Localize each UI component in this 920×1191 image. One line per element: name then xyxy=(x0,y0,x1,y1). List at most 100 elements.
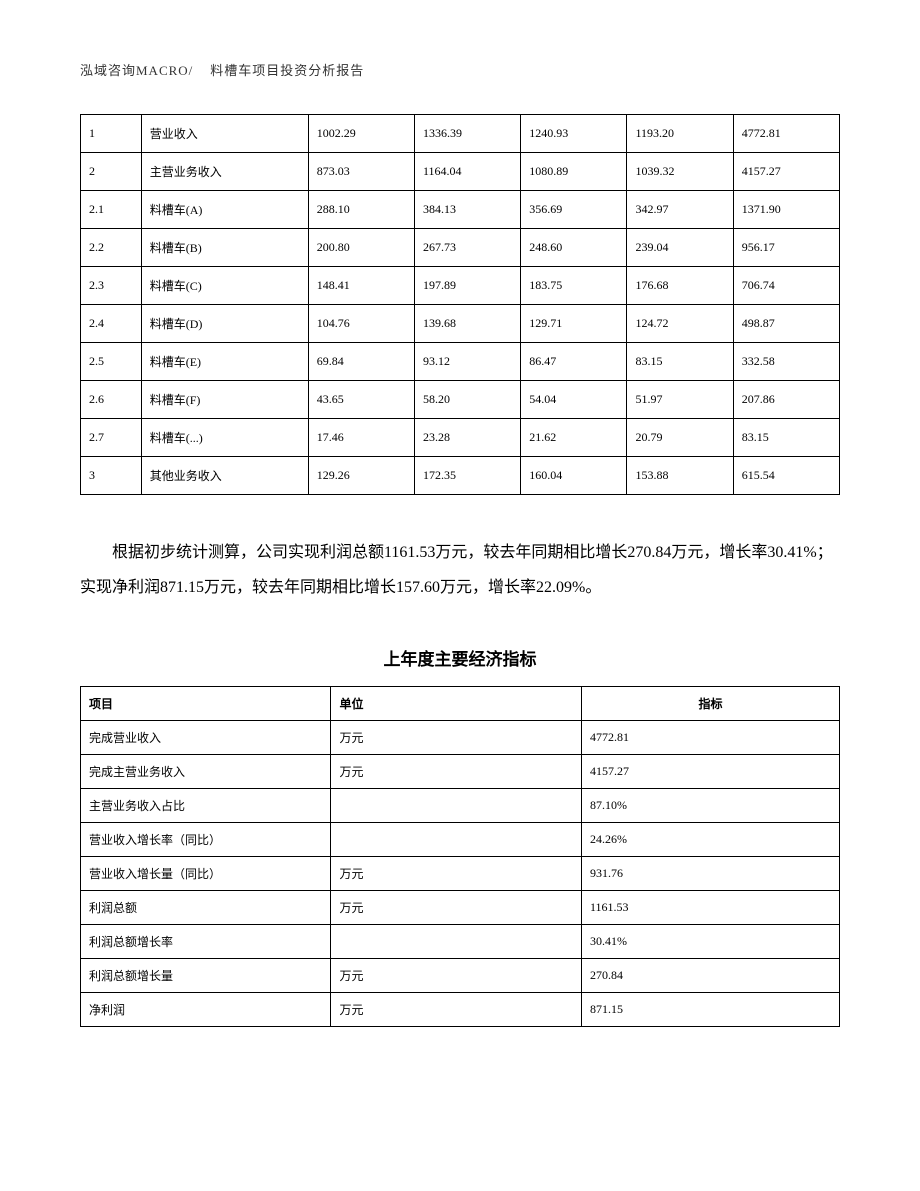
table-cell: 4157.27 xyxy=(581,755,839,789)
table-cell: 197.89 xyxy=(414,267,520,305)
indicator-header-item: 项目 xyxy=(81,687,331,721)
table-cell: 营业收入 xyxy=(141,115,308,153)
table-cell: 270.84 xyxy=(581,959,839,993)
section-title: 上年度主要经济指标 xyxy=(80,645,840,670)
table-row: 2.3料槽车(C)148.41197.89183.75176.68706.74 xyxy=(81,267,840,305)
table-cell: 104.76 xyxy=(308,305,414,343)
table-cell xyxy=(331,823,581,857)
table-cell: 129.71 xyxy=(521,305,627,343)
table-cell: 24.26% xyxy=(581,823,839,857)
table-cell: 20.79 xyxy=(627,419,733,457)
table-cell: 239.04 xyxy=(627,229,733,267)
table-cell: 主营业务收入 xyxy=(141,153,308,191)
table-cell: 1371.90 xyxy=(733,191,839,229)
table-row: 利润总额增长率 30.41% xyxy=(81,925,840,959)
table-cell: 931.76 xyxy=(581,857,839,891)
table-row: 2.2料槽车(B)200.80267.73248.60239.04956.17 xyxy=(81,229,840,267)
table-cell: 498.87 xyxy=(733,305,839,343)
table-cell: 200.80 xyxy=(308,229,414,267)
table-cell: 148.41 xyxy=(308,267,414,305)
table-cell xyxy=(331,789,581,823)
table-row: 营业收入增长量（同比）万元931.76 xyxy=(81,857,840,891)
table-cell: 1240.93 xyxy=(521,115,627,153)
table-row: 2主营业务收入873.031164.041080.891039.324157.2… xyxy=(81,153,840,191)
table-cell: 利润总额 xyxy=(81,891,331,925)
table-cell: 139.68 xyxy=(414,305,520,343)
indicator-table: 项目 单位 指标 完成营业收入万元4772.81完成主营业务收入万元4157.2… xyxy=(80,686,840,1027)
indicator-header-row: 项目 单位 指标 xyxy=(81,687,840,721)
table-cell: 1080.89 xyxy=(521,153,627,191)
table-row: 3其他业务收入129.26172.35160.04153.88615.54 xyxy=(81,457,840,495)
table-cell: 完成营业收入 xyxy=(81,721,331,755)
table-cell: 完成主营业务收入 xyxy=(81,755,331,789)
table-cell: 万元 xyxy=(331,755,581,789)
table-cell: 料槽车(D) xyxy=(141,305,308,343)
table-cell: 176.68 xyxy=(627,267,733,305)
table-cell: 利润总额增长率 xyxy=(81,925,331,959)
table-cell: 1039.32 xyxy=(627,153,733,191)
table-cell: 万元 xyxy=(331,891,581,925)
table-cell: 1336.39 xyxy=(414,115,520,153)
table-cell: 51.97 xyxy=(627,381,733,419)
table-cell: 1 xyxy=(81,115,142,153)
table-cell: 706.74 xyxy=(733,267,839,305)
table-cell: 267.73 xyxy=(414,229,520,267)
table-cell: 384.13 xyxy=(414,191,520,229)
indicator-header-value: 指标 xyxy=(581,687,839,721)
table-cell: 17.46 xyxy=(308,419,414,457)
table-cell: 净利润 xyxy=(81,993,331,1027)
table-cell: 3 xyxy=(81,457,142,495)
table-cell: 248.60 xyxy=(521,229,627,267)
table-row: 1营业收入1002.291336.391240.931193.204772.81 xyxy=(81,115,840,153)
table-cell: 营业收入增长率（同比） xyxy=(81,823,331,857)
table-cell: 2.1 xyxy=(81,191,142,229)
header-title: 料槽车项目投资分析报告 xyxy=(210,63,364,78)
table-cell: 153.88 xyxy=(627,457,733,495)
table-cell: 93.12 xyxy=(414,343,520,381)
table-cell: 其他业务收入 xyxy=(141,457,308,495)
revenue-table: 1营业收入1002.291336.391240.931193.204772.81… xyxy=(80,114,840,495)
table-cell: 2.3 xyxy=(81,267,142,305)
table-cell: 160.04 xyxy=(521,457,627,495)
table-cell: 万元 xyxy=(331,959,581,993)
table-cell: 营业收入增长量（同比） xyxy=(81,857,331,891)
table-cell: 料槽车(F) xyxy=(141,381,308,419)
table-cell: 124.72 xyxy=(627,305,733,343)
table-cell: 料槽车(A) xyxy=(141,191,308,229)
table-row: 主营业务收入占比87.10% xyxy=(81,789,840,823)
table-cell: 万元 xyxy=(331,857,581,891)
table-row: 利润总额增长量万元270.84 xyxy=(81,959,840,993)
table-cell: 43.65 xyxy=(308,381,414,419)
table-row: 完成主营业务收入万元4157.27 xyxy=(81,755,840,789)
indicator-header-unit: 单位 xyxy=(331,687,581,721)
table-cell: 86.47 xyxy=(521,343,627,381)
table-cell: 342.97 xyxy=(627,191,733,229)
table-cell: 万元 xyxy=(331,721,581,755)
summary-paragraph: 根据初步统计测算，公司实现利润总额1161.53万元，较去年同期相比增长270.… xyxy=(80,535,840,605)
table-cell: 4772.81 xyxy=(733,115,839,153)
table-cell: 2.2 xyxy=(81,229,142,267)
indicator-table-head: 项目 单位 指标 xyxy=(81,687,840,721)
table-cell: 21.62 xyxy=(521,419,627,457)
table-cell: 23.28 xyxy=(414,419,520,457)
revenue-table-body: 1营业收入1002.291336.391240.931193.204772.81… xyxy=(81,115,840,495)
table-cell: 30.41% xyxy=(581,925,839,959)
table-cell: 4772.81 xyxy=(581,721,839,755)
table-cell: 615.54 xyxy=(733,457,839,495)
table-cell xyxy=(331,925,581,959)
table-cell: 129.26 xyxy=(308,457,414,495)
table-cell: 2.4 xyxy=(81,305,142,343)
indicator-table-body: 完成营业收入万元4772.81完成主营业务收入万元4157.27主营业务收入占比… xyxy=(81,721,840,1027)
table-cell: 58.20 xyxy=(414,381,520,419)
table-cell: 1193.20 xyxy=(627,115,733,153)
table-cell: 873.03 xyxy=(308,153,414,191)
table-cell: 1161.53 xyxy=(581,891,839,925)
table-cell: 172.35 xyxy=(414,457,520,495)
table-row: 2.1料槽车(A)288.10384.13356.69342.971371.90 xyxy=(81,191,840,229)
table-cell: 万元 xyxy=(331,993,581,1027)
table-cell: 2.5 xyxy=(81,343,142,381)
table-cell: 87.10% xyxy=(581,789,839,823)
table-cell: 956.17 xyxy=(733,229,839,267)
table-cell: 207.86 xyxy=(733,381,839,419)
table-cell: 2.7 xyxy=(81,419,142,457)
